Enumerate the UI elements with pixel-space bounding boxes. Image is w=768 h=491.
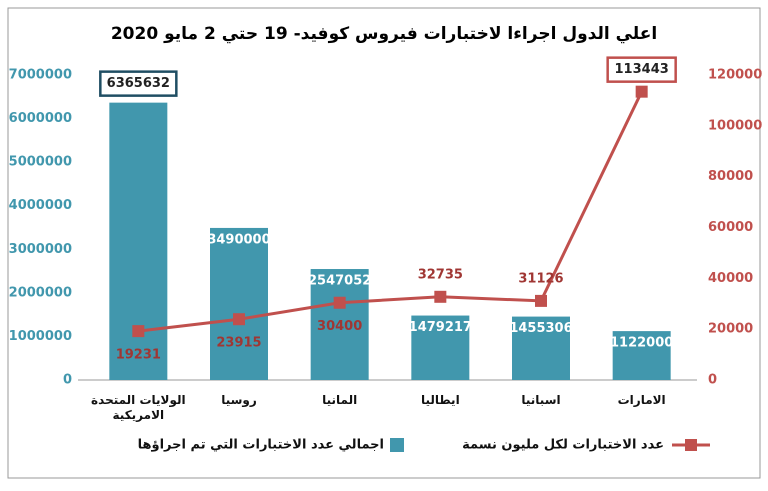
line-marker [333,296,346,309]
bar [109,102,168,380]
y-tick-label: 1000000 [9,329,72,344]
y-tick-label: 3000000 [9,242,72,257]
label-box [99,70,178,97]
line-value-label: 30400 [317,319,362,334]
bar-value-label: 1122000 [610,336,673,351]
bar-value-label: 1479217 [409,320,472,335]
y-tick-label: 5000000 [9,155,72,170]
bar [512,316,570,380]
label-box [606,56,677,83]
y2-tick-label: 120000 [708,68,762,83]
y-tick-label: 0 [63,373,72,388]
y2-tick-label: 80000 [708,169,753,184]
line-value-label: 113443 [615,62,669,77]
x-tick-label: اسبانيا [521,393,561,407]
bar [210,227,268,380]
x-tick-label: روسيا [221,393,257,407]
y2-tick-label: 20000 [708,322,753,337]
bar-value-label: 1455306 [509,321,572,336]
bar [310,269,369,380]
bar [612,331,671,380]
legend-label: اجمالي عدد الاختبارات التي تم اجراؤها [138,438,384,453]
y-tick-label: 2000000 [9,285,72,300]
line-value-label: 31126 [518,271,563,286]
legend-swatch [390,438,404,452]
line-value-label: 23915 [216,336,261,351]
x-tick-label: الامارات [617,393,666,407]
chart-title: اعلي الدول اجراءا لاختبارات فيروس كوفيد-… [111,24,657,44]
legend-label: عدد الاختبارات لكل مليون نسمة [462,438,664,453]
y-tick-label: 4000000 [9,198,72,213]
y2-tick-label: 0 [708,373,717,388]
y-tick-label: 7000000 [9,68,72,83]
y2-tick-label: 40000 [708,271,753,286]
line-marker [132,325,145,338]
bar [411,315,470,380]
line-value-label: 32735 [418,267,463,282]
line-marker [434,290,447,303]
line [138,91,644,333]
line-value-label: 19231 [116,348,161,363]
x-tick-label: الولايات المتحدة الامريكية [91,393,186,422]
y-tick-label: 6000000 [9,111,72,126]
y2-tick-label: 60000 [708,220,753,235]
bar-value-label: 2547052 [308,274,371,289]
x-tick-label: ايطاليا [420,393,460,407]
line-marker [535,294,547,307]
x-tick-label: المانيا [322,393,358,407]
line-marker [635,85,648,98]
line-marker [233,313,245,326]
y2-tick-label: 100000 [708,118,762,133]
bar-value-label: 6365632 [107,76,170,91]
legend-marker [685,439,697,451]
bar-value-label: 3490000 [207,232,270,247]
